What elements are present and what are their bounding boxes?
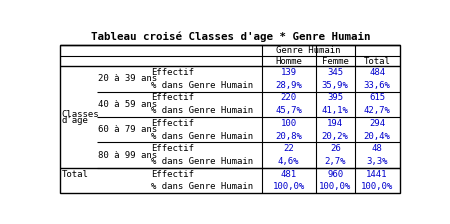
Text: 45,7%: 45,7% bbox=[275, 106, 302, 115]
Text: 345: 345 bbox=[327, 68, 343, 77]
Text: % dans Genre Humain: % dans Genre Humain bbox=[151, 131, 253, 140]
Text: 100: 100 bbox=[281, 119, 297, 128]
Text: d'age: d'age bbox=[62, 116, 89, 125]
Text: 100,0%: 100,0% bbox=[319, 182, 351, 191]
Text: Homme: Homme bbox=[275, 57, 302, 66]
Text: 4,6%: 4,6% bbox=[278, 157, 300, 166]
Text: Effectif: Effectif bbox=[151, 68, 194, 77]
Text: 2,7%: 2,7% bbox=[324, 157, 346, 166]
Text: % dans Genre Humain: % dans Genre Humain bbox=[151, 81, 253, 90]
Text: 194: 194 bbox=[327, 119, 343, 128]
Text: 484: 484 bbox=[369, 68, 385, 77]
Text: 294: 294 bbox=[369, 119, 385, 128]
Text: 615: 615 bbox=[369, 93, 385, 102]
Text: 220: 220 bbox=[281, 93, 297, 102]
Text: 139: 139 bbox=[281, 68, 297, 77]
Bar bbox=[60, 45, 400, 193]
Text: 1441: 1441 bbox=[366, 170, 388, 179]
Text: 33,6%: 33,6% bbox=[364, 81, 391, 90]
Text: Genre Humain: Genre Humain bbox=[276, 46, 340, 55]
Text: Femme: Femme bbox=[322, 57, 349, 66]
Text: Effectif: Effectif bbox=[151, 170, 194, 179]
Text: 481: 481 bbox=[281, 170, 297, 179]
Text: 20 à 39 ans: 20 à 39 ans bbox=[98, 74, 157, 83]
Text: 28,9%: 28,9% bbox=[275, 81, 302, 90]
Text: 20,8%: 20,8% bbox=[275, 131, 302, 140]
Text: 60 à 79 ans: 60 à 79 ans bbox=[98, 125, 157, 134]
Text: 100,0%: 100,0% bbox=[361, 182, 393, 191]
Text: Total: Total bbox=[364, 57, 391, 66]
Text: Classes: Classes bbox=[62, 110, 99, 119]
Text: 20,4%: 20,4% bbox=[364, 131, 391, 140]
Text: 960: 960 bbox=[327, 170, 343, 179]
Text: 22: 22 bbox=[284, 144, 294, 153]
Text: 80 à 99 ans: 80 à 99 ans bbox=[98, 151, 157, 159]
Text: Effectif: Effectif bbox=[151, 93, 194, 102]
Text: 395: 395 bbox=[327, 93, 343, 102]
Text: 48: 48 bbox=[372, 144, 382, 153]
Text: Total: Total bbox=[62, 170, 89, 179]
Text: Effectif: Effectif bbox=[151, 144, 194, 153]
Text: 40 à 59 ans: 40 à 59 ans bbox=[98, 100, 157, 109]
Text: Tableau croisé Classes d'age * Genre Humain: Tableau croisé Classes d'age * Genre Hum… bbox=[91, 32, 370, 42]
Text: % dans Genre Humain: % dans Genre Humain bbox=[151, 157, 253, 166]
Text: % dans Genre Humain: % dans Genre Humain bbox=[151, 106, 253, 115]
Text: 35,9%: 35,9% bbox=[322, 81, 349, 90]
Text: 3,3%: 3,3% bbox=[366, 157, 388, 166]
Text: Effectif: Effectif bbox=[151, 119, 194, 128]
Text: 20,2%: 20,2% bbox=[322, 131, 349, 140]
Text: 41,1%: 41,1% bbox=[322, 106, 349, 115]
Text: 26: 26 bbox=[330, 144, 341, 153]
Text: % dans Genre Humain: % dans Genre Humain bbox=[151, 182, 253, 191]
Text: 42,7%: 42,7% bbox=[364, 106, 391, 115]
Text: 100,0%: 100,0% bbox=[273, 182, 305, 191]
